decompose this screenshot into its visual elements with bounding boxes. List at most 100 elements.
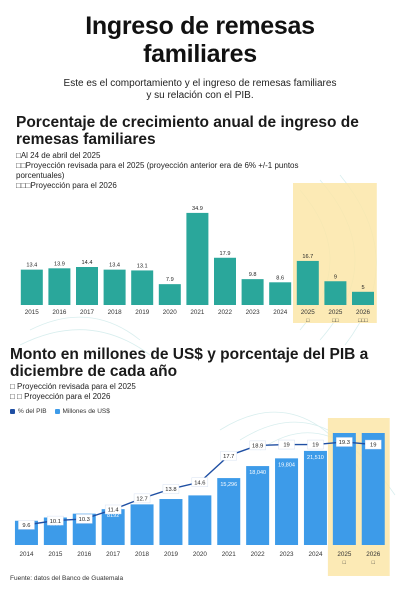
- growth-bar: [186, 212, 209, 305]
- pib-label-box: [249, 440, 266, 451]
- pib-point-label: 10.1: [50, 519, 61, 525]
- pib-point-label: 11.4: [108, 508, 120, 514]
- x-tick-label: 2022: [218, 309, 233, 316]
- amount-bar: [101, 509, 125, 545]
- growth-bar: [131, 270, 154, 305]
- x-tick-label: 2014: [19, 551, 34, 558]
- x-tick-label: 2019: [135, 309, 150, 316]
- amount-bar: [332, 433, 356, 545]
- amount-bar-label: 19,804: [278, 462, 295, 468]
- x-tick-label: 2025: [337, 551, 352, 558]
- pib-label-box: [18, 520, 35, 530]
- section1-heading-line-1: Porcentaje de crecimiento anual de ingre…: [16, 114, 359, 131]
- pib-point-label: 19: [283, 443, 289, 449]
- title-line-1: Ingreso de remesas: [85, 12, 315, 40]
- legend-item-millones: Millones de US$: [54, 408, 110, 415]
- pib-label-box: [133, 493, 151, 504]
- amount-bar: [159, 499, 183, 545]
- intro-line-1: Este es el comportamiento y el ingreso d…: [63, 78, 337, 89]
- growth-bar: [324, 281, 347, 305]
- growth-bar-label: 16.7: [302, 254, 313, 260]
- growth-bar-label: 5: [361, 285, 364, 291]
- pib-point-label: 19: [312, 443, 318, 449]
- x-tick-mark: □: [306, 318, 310, 324]
- x-tick-mark: □: [343, 560, 347, 566]
- x-tick-label: 2019: [164, 551, 179, 558]
- source-note: Fuente: datos del Banco de Guatemala: [10, 575, 124, 582]
- section1-note-2: □□Proyección revisada para el 2025 (proy…: [16, 161, 299, 170]
- growth-bar: [48, 268, 71, 305]
- growth-bar: [76, 267, 98, 305]
- pib-point-label: 12.7: [136, 497, 147, 503]
- x-tick-label: 2018: [135, 551, 150, 558]
- growth-bar-label: 13.1: [137, 263, 148, 269]
- growth-bar-label: 13.4: [109, 263, 120, 269]
- pib-point-label: 18.9: [252, 444, 263, 450]
- chart2-legend: % del PIB Millones de US$: [10, 408, 110, 415]
- x-tick-label: 2025: [301, 309, 316, 316]
- x-tick-label: 2020: [193, 551, 208, 558]
- x-tick-label: 2023: [246, 309, 261, 316]
- growth-bar-label: 7.9: [166, 277, 174, 283]
- amount-bar: [303, 450, 327, 545]
- x-tick-label: 2026: [356, 309, 371, 316]
- x-tick-label: 2021: [190, 309, 205, 316]
- section1-note-4: □□□Proyección para el 2026: [16, 181, 117, 190]
- growth-bar-label: 8.6: [276, 275, 284, 281]
- amount-bar: [246, 466, 270, 545]
- pib-label-box: [278, 439, 295, 450]
- pib-label-box: [191, 477, 209, 487]
- x-tick-label: 2024: [273, 309, 288, 316]
- pib-point-label: 9.6: [22, 523, 30, 529]
- growth-bar-label: 13.4: [26, 263, 37, 269]
- section2-heading-line-1: Monto en millones de US$ y porcentaje de…: [10, 346, 369, 363]
- legend-label-pib: % del PIB: [18, 408, 47, 415]
- x-tick-label: 2025: [328, 309, 343, 316]
- growth-bar-label: 9: [334, 274, 337, 280]
- section2-note-1: □ Proyección revisada para el 2025: [10, 382, 136, 391]
- section2-heading: Monto en millones de US$ y porcentaje de…: [10, 346, 390, 380]
- section1-heading: Porcentaje de crecimiento anual de ingre…: [16, 114, 388, 148]
- growth-bar-label: 17.9: [220, 251, 231, 257]
- pib-label-box: [307, 439, 324, 450]
- amount-bar-label: 18,040: [249, 470, 266, 476]
- amount-bar: [188, 495, 212, 545]
- growth-bar-label: 9.8: [249, 272, 257, 278]
- section1-note-1: □Al 24 de abril del 2025: [16, 151, 101, 160]
- section2-notes: □ Proyección revisada para el 2025 □ □ P…: [10, 382, 310, 402]
- pib-label-box: [162, 484, 180, 494]
- legend-label-millones: Millones de US$: [62, 408, 110, 415]
- pib-point-label: 17.7: [223, 454, 234, 460]
- amount-bar-label: 15,296: [220, 482, 237, 488]
- growth-bar: [296, 260, 319, 305]
- growth-bar-label: 13.9: [54, 261, 65, 267]
- x-tick-mark: □: [372, 560, 376, 566]
- x-tick-label: 2018: [108, 309, 123, 316]
- pib-label-box: [336, 437, 353, 447]
- pib-label-box: [76, 514, 93, 524]
- section2-heading-line-2: diciembre de cada año: [10, 363, 178, 380]
- x-tick-label: 2017: [106, 551, 121, 558]
- growth-bar-label: 14.4: [82, 260, 93, 266]
- section1-notes: □Al 24 de abril del 2025 □□Proyección re…: [16, 151, 346, 191]
- intro-line-2: y su relación con el PIB.: [146, 90, 254, 101]
- pib-point-label: 10.3: [79, 517, 90, 523]
- amount-bar-label: 21,510: [307, 455, 324, 461]
- x-tick-label: 2026: [366, 551, 381, 558]
- growth-bar: [352, 291, 374, 305]
- growth-bar: [20, 269, 43, 305]
- x-tick-label: 2016: [77, 551, 92, 558]
- x-tick-label: 2016: [52, 309, 67, 316]
- legend-item-pib: % del PIB: [10, 408, 47, 415]
- pib-label-box: [365, 439, 382, 450]
- section1-heading-line-2: remesas familiares: [16, 131, 156, 148]
- amount-bar: [130, 504, 154, 545]
- pib-label-box: [104, 504, 122, 515]
- growth-bar: [269, 282, 292, 305]
- growth-bar: [158, 284, 181, 305]
- pib-label-box: [47, 515, 64, 526]
- x-tick-label: 2023: [280, 551, 295, 558]
- x-tick-label: 2017: [80, 309, 95, 316]
- amount-bar: [217, 478, 241, 545]
